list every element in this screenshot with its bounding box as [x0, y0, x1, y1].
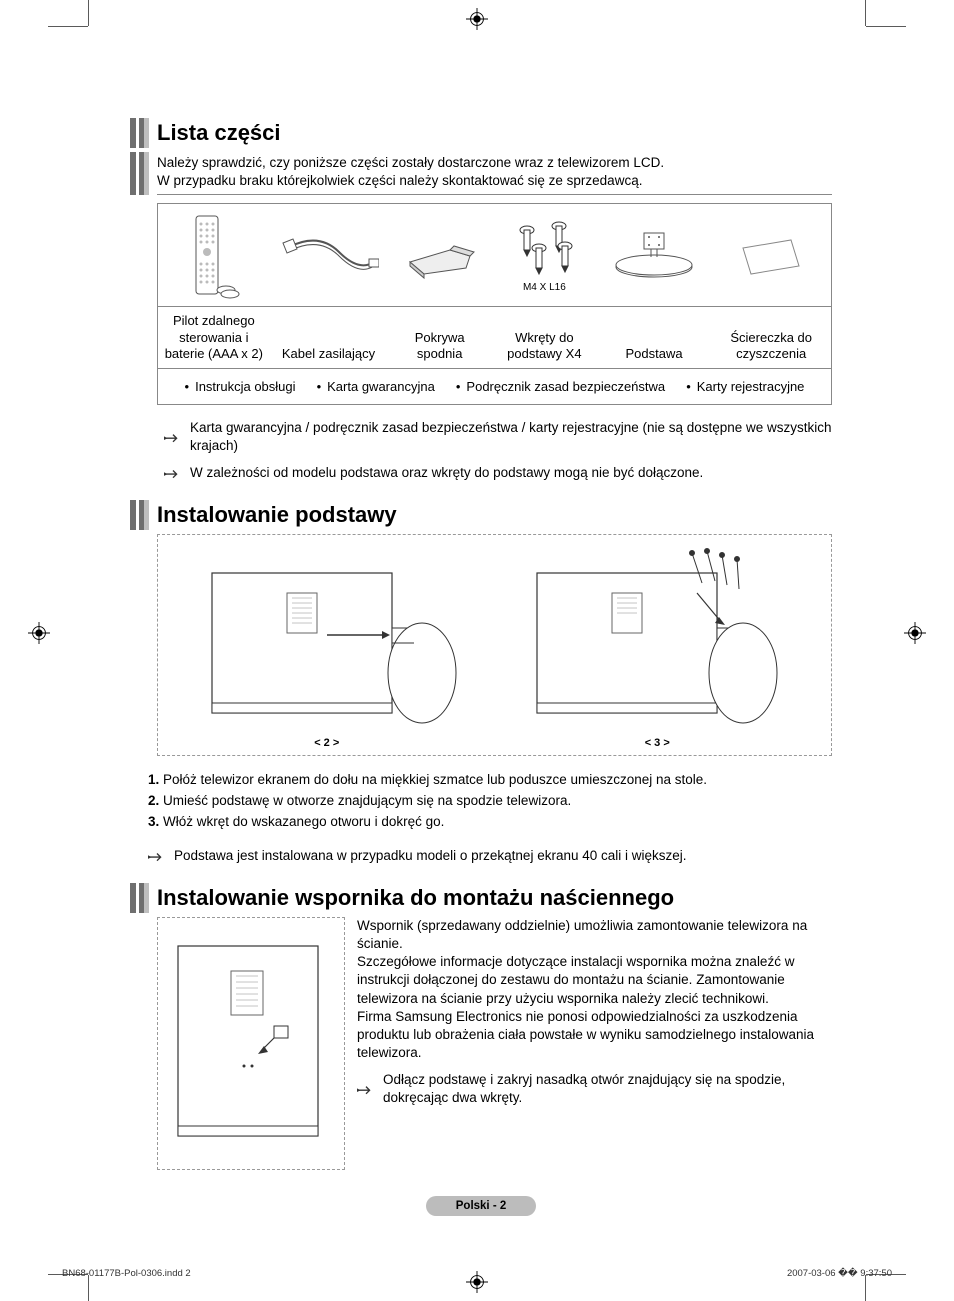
stand-illustration [609, 227, 699, 287]
section3-title: Instalowanie wspornika do montażu naście… [157, 883, 674, 913]
print-footer: BN68-01177B-Pol-0306.indd 2 2007-03-06 �… [62, 1268, 892, 1279]
screw-spec: M4 X L16 [523, 282, 566, 295]
wall-mount-text: Wspornik (sprzedawany oddzielnie) umożli… [357, 917, 832, 1170]
step3-num: 3. [148, 814, 159, 829]
cloth-illustration [731, 232, 811, 282]
bottom-cover-illustration [400, 232, 480, 282]
step1-text: Połóż telewizor ekranem do dołu na miękk… [159, 772, 707, 787]
diagram-3-label: < 3 > [517, 737, 797, 749]
part-label-cord: Kabel zasilający [270, 307, 388, 368]
section3-note: Odłącz podstawę i zakryj nasadką otwór z… [383, 1071, 832, 1107]
section1-note2: W zależności od modelu podstawa oraz wkr… [164, 464, 832, 482]
section2-title: Instalowanie podstawy [157, 500, 397, 530]
part-label-cloth: Ściereczka do czyszczenia [711, 307, 831, 368]
screws-illustration [509, 220, 579, 280]
page-content: Lista części Należy sprawdzić, czy poniż… [130, 118, 832, 1216]
note-arrow-icon [164, 466, 182, 482]
parts-table: M4 X L16 Pilot zdaln [157, 203, 832, 405]
section1-title: Lista części [157, 118, 281, 148]
step1-num: 1. [148, 772, 159, 787]
part-label-stand: Podstawa [597, 307, 712, 368]
part-label-remote: Pilot zdalnego sterowania i baterie (AAA… [158, 307, 270, 368]
step2-num: 2. [148, 793, 159, 808]
wall-mount-diagram [157, 917, 345, 1170]
reg-mark-left [28, 622, 50, 644]
intro-line1: Należy sprawdzić, czy poniższe części zo… [157, 155, 664, 170]
note-arrow-icon [357, 1073, 375, 1107]
remote-illustration [184, 212, 244, 302]
footer-right: 2007-03-06 �� 9:37:50 [787, 1268, 892, 1279]
section1-intro: Należy sprawdzić, czy poniższe części zo… [130, 152, 832, 195]
section1-note1: Karta gwarancyjna / podręcznik zasad bez… [164, 419, 832, 455]
note-arrow-icon [148, 849, 166, 865]
doc-warranty: Karta gwarancyjna [327, 379, 435, 394]
section3-header: Instalowanie wspornika do montażu naście… [130, 883, 832, 913]
section2-header: Instalowanie podstawy [130, 500, 832, 530]
doc-manual: Instrukcja obsługi [195, 379, 295, 394]
docs-row: •Instrukcja obsługi •Karta gwarancyjna •… [158, 369, 831, 404]
part-label-screws: Wkręty do podstawy X4 [492, 307, 597, 368]
step2-text: Umieść podstawę w otworze znajdującym si… [159, 793, 571, 808]
section3-paragraph: Wspornik (sprzedawany oddzielnie) umożli… [357, 917, 832, 1063]
page-number-pill: Polski - 2 [426, 1196, 536, 1216]
diagram-2: < 2 > [192, 543, 462, 749]
diagram-3: < 3 > [517, 543, 797, 749]
step-list: 1. Połóż telewizor ekranem do dołu na mi… [148, 770, 832, 865]
reg-mark-top [466, 8, 488, 30]
footer-left: BN68-01177B-Pol-0306.indd 2 [62, 1268, 191, 1279]
step3-text: Włóż wkręt do wskazanego otworu i dokręć… [159, 814, 444, 829]
diagram-2-label: < 2 > [192, 737, 462, 749]
power-cord-illustration [279, 227, 379, 287]
reg-mark-right [904, 622, 926, 644]
part-label-cover: Pokrywa spodnia [387, 307, 492, 368]
note-arrow-icon [164, 421, 182, 455]
section1-header: Lista części [130, 118, 832, 148]
doc-registration: Karty rejestracyjne [697, 379, 805, 394]
stand-diagrams-box: < 2 > [157, 534, 832, 756]
intro-line2: W przypadku braku którejkolwiek części n… [157, 173, 642, 188]
section2-note: Podstawa jest instalowana w przypadku mo… [174, 847, 687, 865]
doc-safety: Podręcznik zasad bezpieczeństwa [466, 379, 665, 394]
